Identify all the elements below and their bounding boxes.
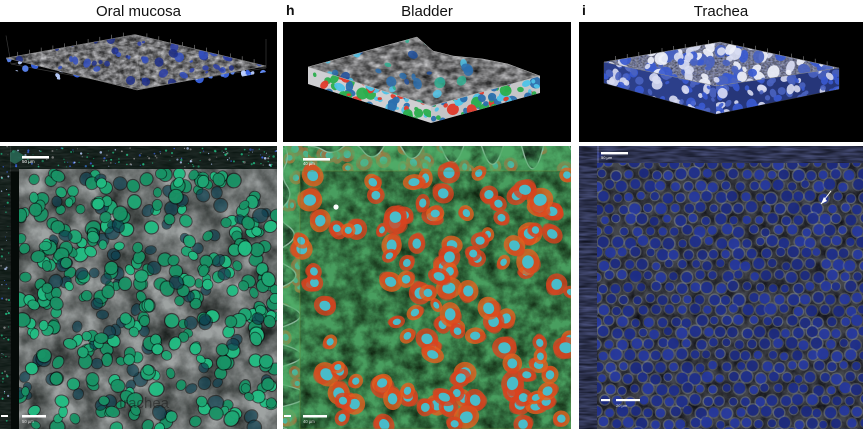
svg-text:trachea: trachea bbox=[119, 395, 170, 412]
svg-text:50 µm: 50 µm bbox=[22, 419, 34, 424]
svg-text:50 µm: 50 µm bbox=[601, 155, 613, 160]
svg-text:50 µm: 50 µm bbox=[22, 159, 35, 164]
svg-text:20 µm: 20 µm bbox=[616, 403, 628, 408]
svg-text:40 µm: 40 µm bbox=[303, 161, 315, 166]
svg-text:40 µm: 40 µm bbox=[303, 419, 315, 424]
